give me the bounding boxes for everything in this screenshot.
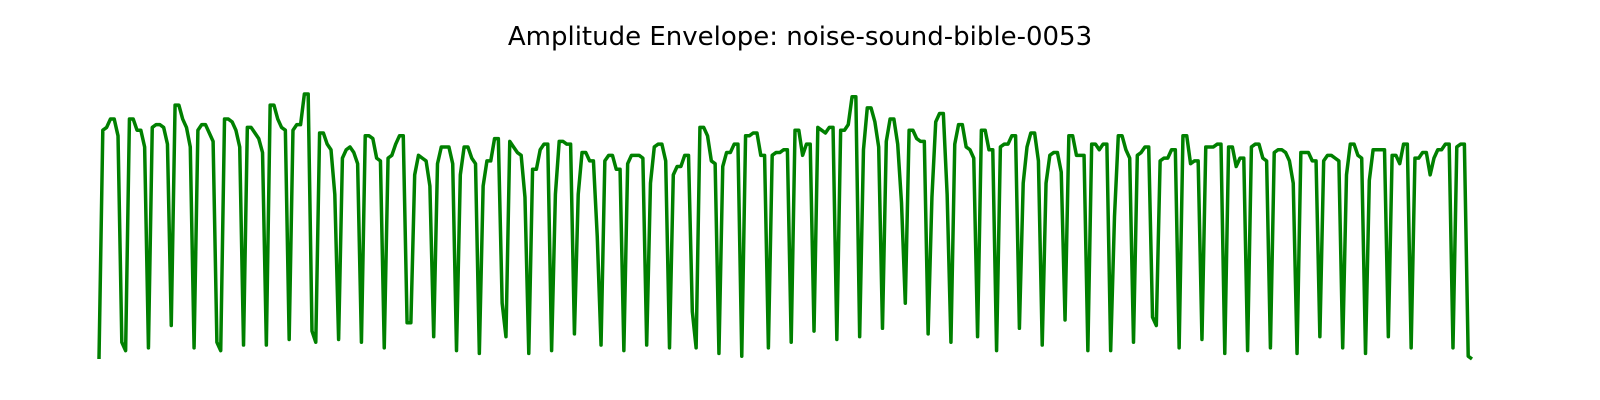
envelope-line-0	[97, 92, 1474, 361]
plot-area	[97, 92, 1474, 361]
chart-title: Amplitude Envelope: noise-sound-bible-00…	[507, 22, 1093, 52]
